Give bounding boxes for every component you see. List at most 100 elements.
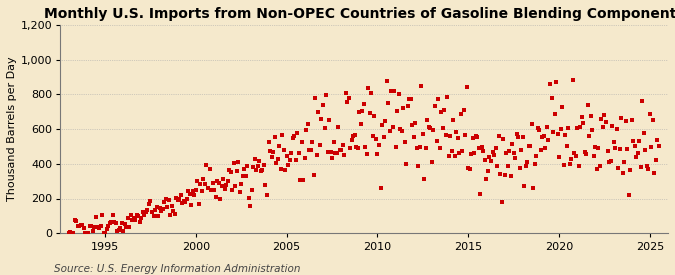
Point — [139, 213, 150, 218]
Point — [619, 160, 630, 164]
Point — [454, 151, 464, 155]
Point — [525, 144, 536, 148]
Point — [425, 125, 436, 130]
Point — [212, 179, 223, 183]
Point — [414, 145, 425, 150]
Point — [616, 116, 626, 120]
Point — [219, 186, 230, 191]
Point — [437, 126, 448, 131]
Point — [433, 97, 443, 102]
Point — [427, 160, 437, 164]
Point — [72, 224, 83, 228]
Point — [292, 131, 302, 135]
Point — [78, 226, 89, 231]
Point — [236, 182, 246, 186]
Point — [186, 203, 196, 208]
Point — [328, 140, 339, 145]
Point — [252, 164, 263, 168]
Point — [551, 80, 562, 85]
Point — [635, 165, 646, 169]
Point — [272, 157, 283, 162]
Point — [357, 109, 368, 113]
Point — [198, 177, 209, 181]
Point — [421, 146, 431, 150]
Point — [591, 166, 602, 171]
Point — [138, 210, 148, 214]
Point — [338, 143, 348, 147]
Point — [429, 104, 440, 108]
Point — [268, 150, 279, 154]
Text: Source: U.S. Energy Information Administration: Source: U.S. Energy Information Administ… — [54, 264, 300, 274]
Point — [146, 210, 157, 214]
Point — [512, 132, 522, 137]
Point — [169, 211, 180, 216]
Point — [68, 231, 79, 235]
Point — [301, 127, 312, 132]
Point — [121, 224, 132, 229]
Point — [257, 167, 268, 172]
Point — [274, 144, 285, 148]
Y-axis label: Thousand Barrels per Day: Thousand Barrels per Day — [7, 57, 17, 201]
Point — [556, 127, 566, 132]
Point — [400, 140, 410, 144]
Point — [163, 198, 174, 203]
Point — [410, 120, 421, 125]
Point — [192, 179, 202, 183]
Point — [423, 125, 434, 130]
Point — [162, 205, 173, 210]
Point — [441, 94, 452, 99]
Point — [401, 161, 412, 166]
Point — [547, 129, 558, 134]
Point — [154, 205, 165, 210]
Point — [531, 154, 542, 159]
Point — [446, 149, 457, 154]
Point — [344, 96, 354, 100]
Point — [204, 166, 215, 171]
Point — [543, 138, 554, 142]
Point — [487, 150, 498, 155]
Point — [113, 228, 124, 233]
Point — [387, 125, 398, 130]
Point — [590, 145, 601, 149]
Point — [378, 135, 389, 139]
Point — [597, 125, 608, 130]
Point — [310, 95, 321, 100]
Point — [557, 104, 568, 109]
Point — [251, 168, 262, 172]
Point — [462, 84, 472, 89]
Point — [608, 140, 619, 144]
Point — [182, 197, 192, 201]
Point — [583, 103, 593, 107]
Point — [216, 184, 227, 188]
Point — [160, 196, 171, 201]
Point — [377, 122, 387, 127]
Title: Monthly U.S. Imports from Non-OPEC Countries of Gasoline Blending Components: Monthly U.S. Imports from Non-OPEC Count… — [44, 7, 675, 21]
Point — [475, 192, 486, 197]
Point — [418, 132, 429, 136]
Point — [116, 221, 127, 225]
Point — [435, 110, 446, 114]
Point — [188, 188, 198, 193]
Point — [233, 160, 244, 165]
Point — [151, 205, 162, 210]
Point — [196, 188, 207, 193]
Point — [118, 229, 129, 233]
Point — [356, 122, 367, 126]
Point — [201, 163, 212, 167]
Point — [419, 177, 430, 181]
Point — [101, 227, 112, 231]
Point — [295, 178, 306, 182]
Point — [495, 172, 506, 177]
Point — [209, 188, 219, 192]
Point — [613, 166, 624, 170]
Point — [560, 133, 570, 137]
Point — [617, 171, 628, 175]
Point — [148, 214, 159, 218]
Point — [308, 173, 319, 178]
Point — [554, 155, 564, 160]
Point — [434, 146, 445, 150]
Point — [115, 226, 126, 230]
Point — [90, 215, 101, 219]
Point — [602, 149, 613, 153]
Point — [351, 145, 362, 149]
